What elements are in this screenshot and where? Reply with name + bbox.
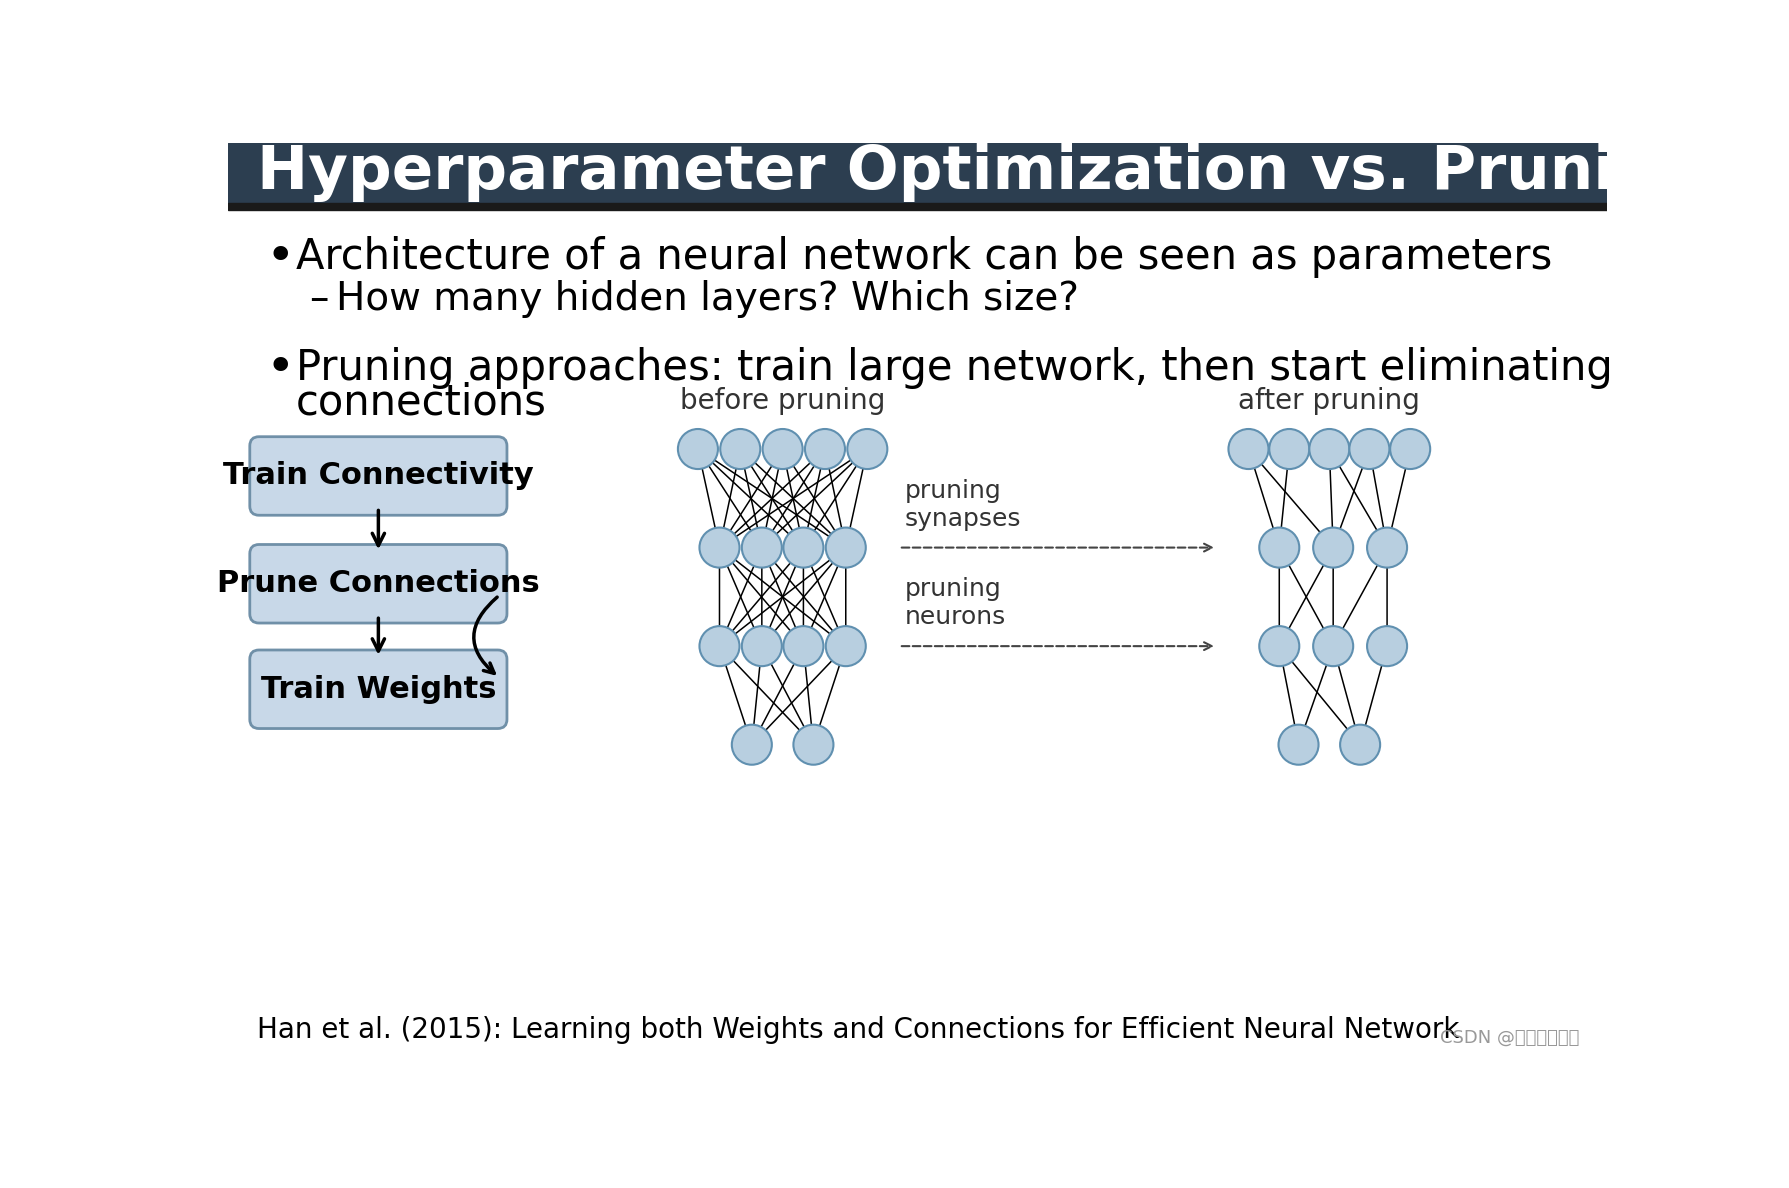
- Bar: [227, 143, 1607, 203]
- Circle shape: [1277, 725, 1318, 765]
- Circle shape: [1258, 527, 1299, 568]
- Circle shape: [784, 626, 823, 666]
- Circle shape: [846, 429, 887, 469]
- Circle shape: [741, 527, 782, 568]
- Text: •: •: [265, 345, 295, 392]
- Circle shape: [1367, 527, 1406, 568]
- Text: –: –: [309, 280, 327, 318]
- Circle shape: [1258, 626, 1299, 666]
- Circle shape: [741, 626, 782, 666]
- Text: How many hidden layers? Which size?: How many hidden layers? Which size?: [336, 280, 1079, 318]
- Circle shape: [1227, 429, 1268, 469]
- Circle shape: [699, 527, 739, 568]
- Text: Han et al. (2015): Learning both Weights and Connections for Efficient Neural Ne: Han et al. (2015): Learning both Weights…: [258, 1017, 1460, 1044]
- Circle shape: [805, 429, 844, 469]
- Circle shape: [1340, 725, 1379, 765]
- Circle shape: [1268, 429, 1308, 469]
- Circle shape: [1313, 527, 1352, 568]
- Text: connections: connections: [295, 381, 547, 424]
- Circle shape: [762, 429, 801, 469]
- Circle shape: [1349, 429, 1388, 469]
- Circle shape: [825, 527, 866, 568]
- FancyBboxPatch shape: [250, 544, 506, 623]
- Text: Architecture of a neural network can be seen as parameters: Architecture of a neural network can be …: [295, 235, 1551, 278]
- Circle shape: [1313, 626, 1352, 666]
- Circle shape: [1390, 429, 1429, 469]
- FancyBboxPatch shape: [250, 650, 506, 728]
- Circle shape: [719, 429, 760, 469]
- Circle shape: [825, 626, 866, 666]
- Text: after pruning: after pruning: [1238, 387, 1419, 415]
- Circle shape: [732, 725, 771, 765]
- FancyBboxPatch shape: [250, 437, 506, 516]
- Text: Train Connectivity: Train Connectivity: [224, 461, 533, 491]
- Text: Train Weights: Train Weights: [261, 675, 496, 703]
- Text: pruning
neurons: pruning neurons: [905, 577, 1005, 630]
- Bar: [227, 203, 1607, 210]
- Circle shape: [784, 527, 823, 568]
- Text: pruning
synapses: pruning synapses: [905, 479, 1022, 531]
- Text: •: •: [265, 233, 295, 280]
- Circle shape: [1308, 429, 1349, 469]
- Text: Pruning approaches: train large network, then start eliminating: Pruning approaches: train large network,…: [295, 347, 1612, 390]
- Circle shape: [699, 626, 739, 666]
- Text: CSDN @大白要努力啊: CSDN @大白要努力啊: [1440, 1029, 1578, 1047]
- Circle shape: [678, 429, 717, 469]
- Circle shape: [793, 725, 834, 765]
- Text: before pruning: before pruning: [680, 387, 886, 415]
- Circle shape: [1367, 626, 1406, 666]
- FancyArrowPatch shape: [474, 598, 497, 674]
- Text: Prune Connections: Prune Connections: [216, 569, 540, 599]
- Text: Hyperparameter Optimization vs. Pruning: Hyperparameter Optimization vs. Pruning: [258, 143, 1701, 202]
